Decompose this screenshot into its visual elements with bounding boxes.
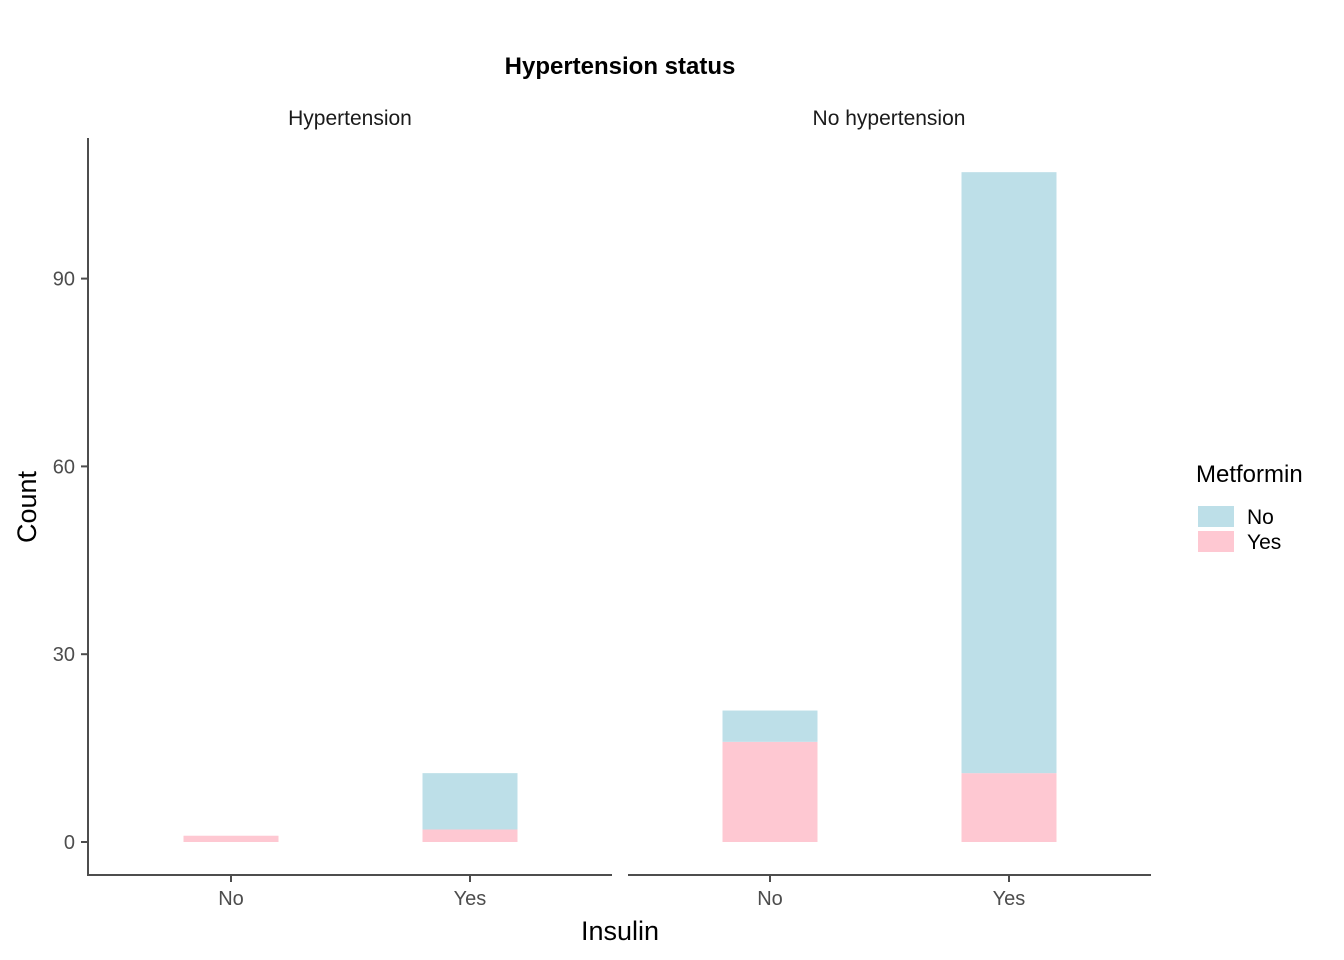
y-tick-label: 90 (53, 269, 75, 291)
bar-yes-metformin-no (422, 773, 518, 830)
x-ticks-no-hypertension: No Yes (757, 875, 1025, 910)
y-tick-label: 60 (53, 456, 75, 478)
legend-swatch-no (1198, 506, 1234, 527)
x-tick-label: No (218, 888, 244, 910)
legend-label-no: No (1247, 506, 1274, 529)
legend-label-yes: Yes (1247, 531, 1281, 554)
bar-no-metformin-yes (183, 835, 279, 842)
y-tick-label: 30 (53, 644, 75, 666)
bar-yes-metformin-yes (422, 829, 518, 842)
bar-yes-metformin-yes (961, 773, 1057, 842)
y-ticks: 0 30 60 90 (53, 269, 88, 854)
bars-hypertension (183, 773, 518, 842)
y-axis-title: Count (12, 470, 42, 543)
legend-swatch-yes (1198, 531, 1234, 552)
x-ticks-hypertension: No Yes (218, 875, 486, 910)
bar-no-metformin-yes (722, 741, 818, 842)
bar-yes-metformin-no (961, 172, 1057, 774)
x-tick-label: Yes (993, 888, 1026, 910)
panel-strip-no-hypertension: No hypertension (813, 107, 966, 130)
y-tick-label: 0 (64, 832, 75, 854)
chart-title: Hypertension status (505, 53, 736, 80)
legend: Metformin No Yes (1196, 461, 1303, 554)
panel-strip-hypertension: Hypertension (288, 107, 412, 130)
panel-no-hypertension: No hypertension No Yes (628, 107, 1151, 910)
legend-title: Metformin (1196, 461, 1303, 488)
bar-no-metformin-no (722, 710, 818, 742)
x-tick-label: Yes (454, 888, 487, 910)
x-axis-title: Insulin (581, 916, 659, 946)
panel-hypertension: Hypertension No Yes (88, 107, 612, 910)
x-tick-label: No (757, 888, 783, 910)
bars-no-hypertension (722, 172, 1057, 842)
